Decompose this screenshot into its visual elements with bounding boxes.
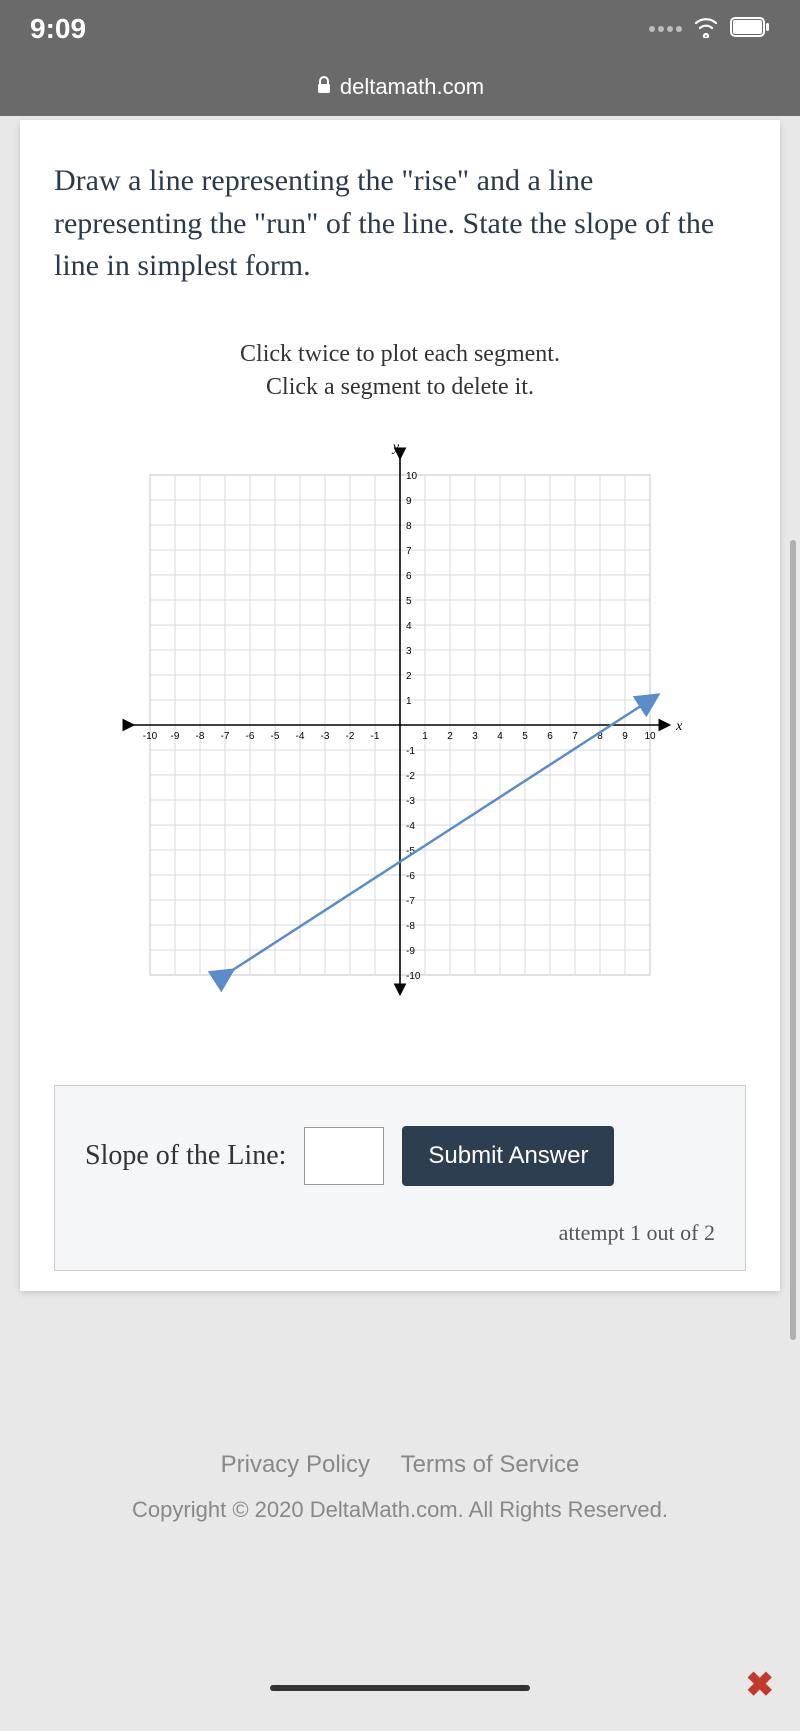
svg-text:-8: -8 — [406, 921, 415, 932]
scrollbar[interactable] — [790, 540, 796, 1340]
svg-text:-3: -3 — [321, 731, 330, 742]
svg-text:5: 5 — [406, 596, 412, 607]
footer-links: Privacy Policy Terms of Service — [0, 1451, 800, 1479]
coordinate-graph[interactable]: x y 1 2 3 4 5 6 7 8 9 10 -1 -2 -3 -4 -5 -6 -7 -8 -9 -10 1 2 3 4 5 6… — [110, 435, 690, 1015]
svg-text:-8: -8 — [196, 731, 205, 742]
question-text: Draw a line representing the "rise" and … — [54, 160, 746, 288]
svg-text:-1: -1 — [371, 731, 380, 742]
graph-instructions: Click twice to plot each segment. Click … — [54, 338, 746, 405]
svg-text:-9: -9 — [406, 946, 415, 957]
lock-icon — [316, 74, 332, 100]
status-indicators — [649, 16, 770, 43]
svg-text:3: 3 — [472, 731, 478, 742]
svg-text:2: 2 — [447, 731, 453, 742]
slope-label: Slope of the Line: — [85, 1140, 286, 1172]
svg-text:7: 7 — [406, 546, 412, 557]
svg-text:1: 1 — [422, 731, 428, 742]
svg-text:-6: -6 — [246, 731, 255, 742]
svg-text:y: y — [391, 440, 400, 455]
svg-text:-1: -1 — [406, 746, 415, 757]
svg-text:6: 6 — [547, 731, 553, 742]
svg-text:-4: -4 — [406, 821, 415, 832]
svg-text:-10: -10 — [406, 971, 421, 982]
svg-text:9: 9 — [406, 496, 412, 507]
svg-text:-2: -2 — [406, 771, 415, 782]
svg-text:4: 4 — [406, 621, 412, 632]
svg-text:2: 2 — [406, 671, 412, 682]
slope-input[interactable] — [304, 1127, 384, 1185]
svg-text:-10: -10 — [143, 731, 158, 742]
svg-text:-9: -9 — [171, 731, 180, 742]
close-icon[interactable]: ✖ — [746, 1665, 775, 1705]
svg-text:9: 9 — [622, 731, 628, 742]
svg-text:4: 4 — [497, 731, 503, 742]
status-time: 9:09 — [30, 13, 86, 45]
svg-text:8: 8 — [406, 521, 412, 532]
svg-text:7: 7 — [572, 731, 578, 742]
svg-text:-7: -7 — [406, 896, 415, 907]
status-bar: 9:09 — [0, 0, 800, 58]
instruction-line-2: Click a segment to delete it. — [54, 371, 746, 405]
svg-text:6: 6 — [406, 571, 412, 582]
instruction-line-1: Click twice to plot each segment. — [54, 338, 746, 372]
browser-url-bar[interactable]: deltamath.com — [0, 58, 800, 116]
svg-text:-2: -2 — [346, 731, 355, 742]
svg-text:1: 1 — [406, 696, 412, 707]
answer-panel: Slope of the Line: Submit Answer attempt… — [54, 1085, 746, 1271]
svg-text:5: 5 — [522, 731, 528, 742]
svg-text:-6: -6 — [406, 871, 415, 882]
copyright-text: Copyright © 2020 DeltaMath.com. All Righ… — [0, 1497, 800, 1523]
cellular-icon — [649, 26, 682, 32]
svg-text:-5: -5 — [271, 731, 280, 742]
svg-text:-4: -4 — [296, 731, 305, 742]
attempt-counter: attempt 1 out of 2 — [85, 1220, 715, 1246]
wifi-icon — [692, 16, 720, 43]
svg-text:10: 10 — [406, 471, 418, 482]
svg-text:3: 3 — [406, 646, 412, 657]
home-indicator[interactable] — [270, 1685, 530, 1691]
terms-link[interactable]: Terms of Service — [401, 1451, 580, 1478]
svg-text:-7: -7 — [221, 731, 230, 742]
problem-card: Draw a line representing the "rise" and … — [20, 120, 780, 1291]
url-text: deltamath.com — [340, 74, 484, 100]
svg-text:10: 10 — [644, 731, 656, 742]
battery-icon — [730, 17, 770, 42]
privacy-link[interactable]: Privacy Policy — [221, 1451, 370, 1478]
svg-text:x: x — [675, 719, 683, 734]
submit-button[interactable]: Submit Answer — [402, 1126, 614, 1186]
svg-text:-3: -3 — [406, 796, 415, 807]
